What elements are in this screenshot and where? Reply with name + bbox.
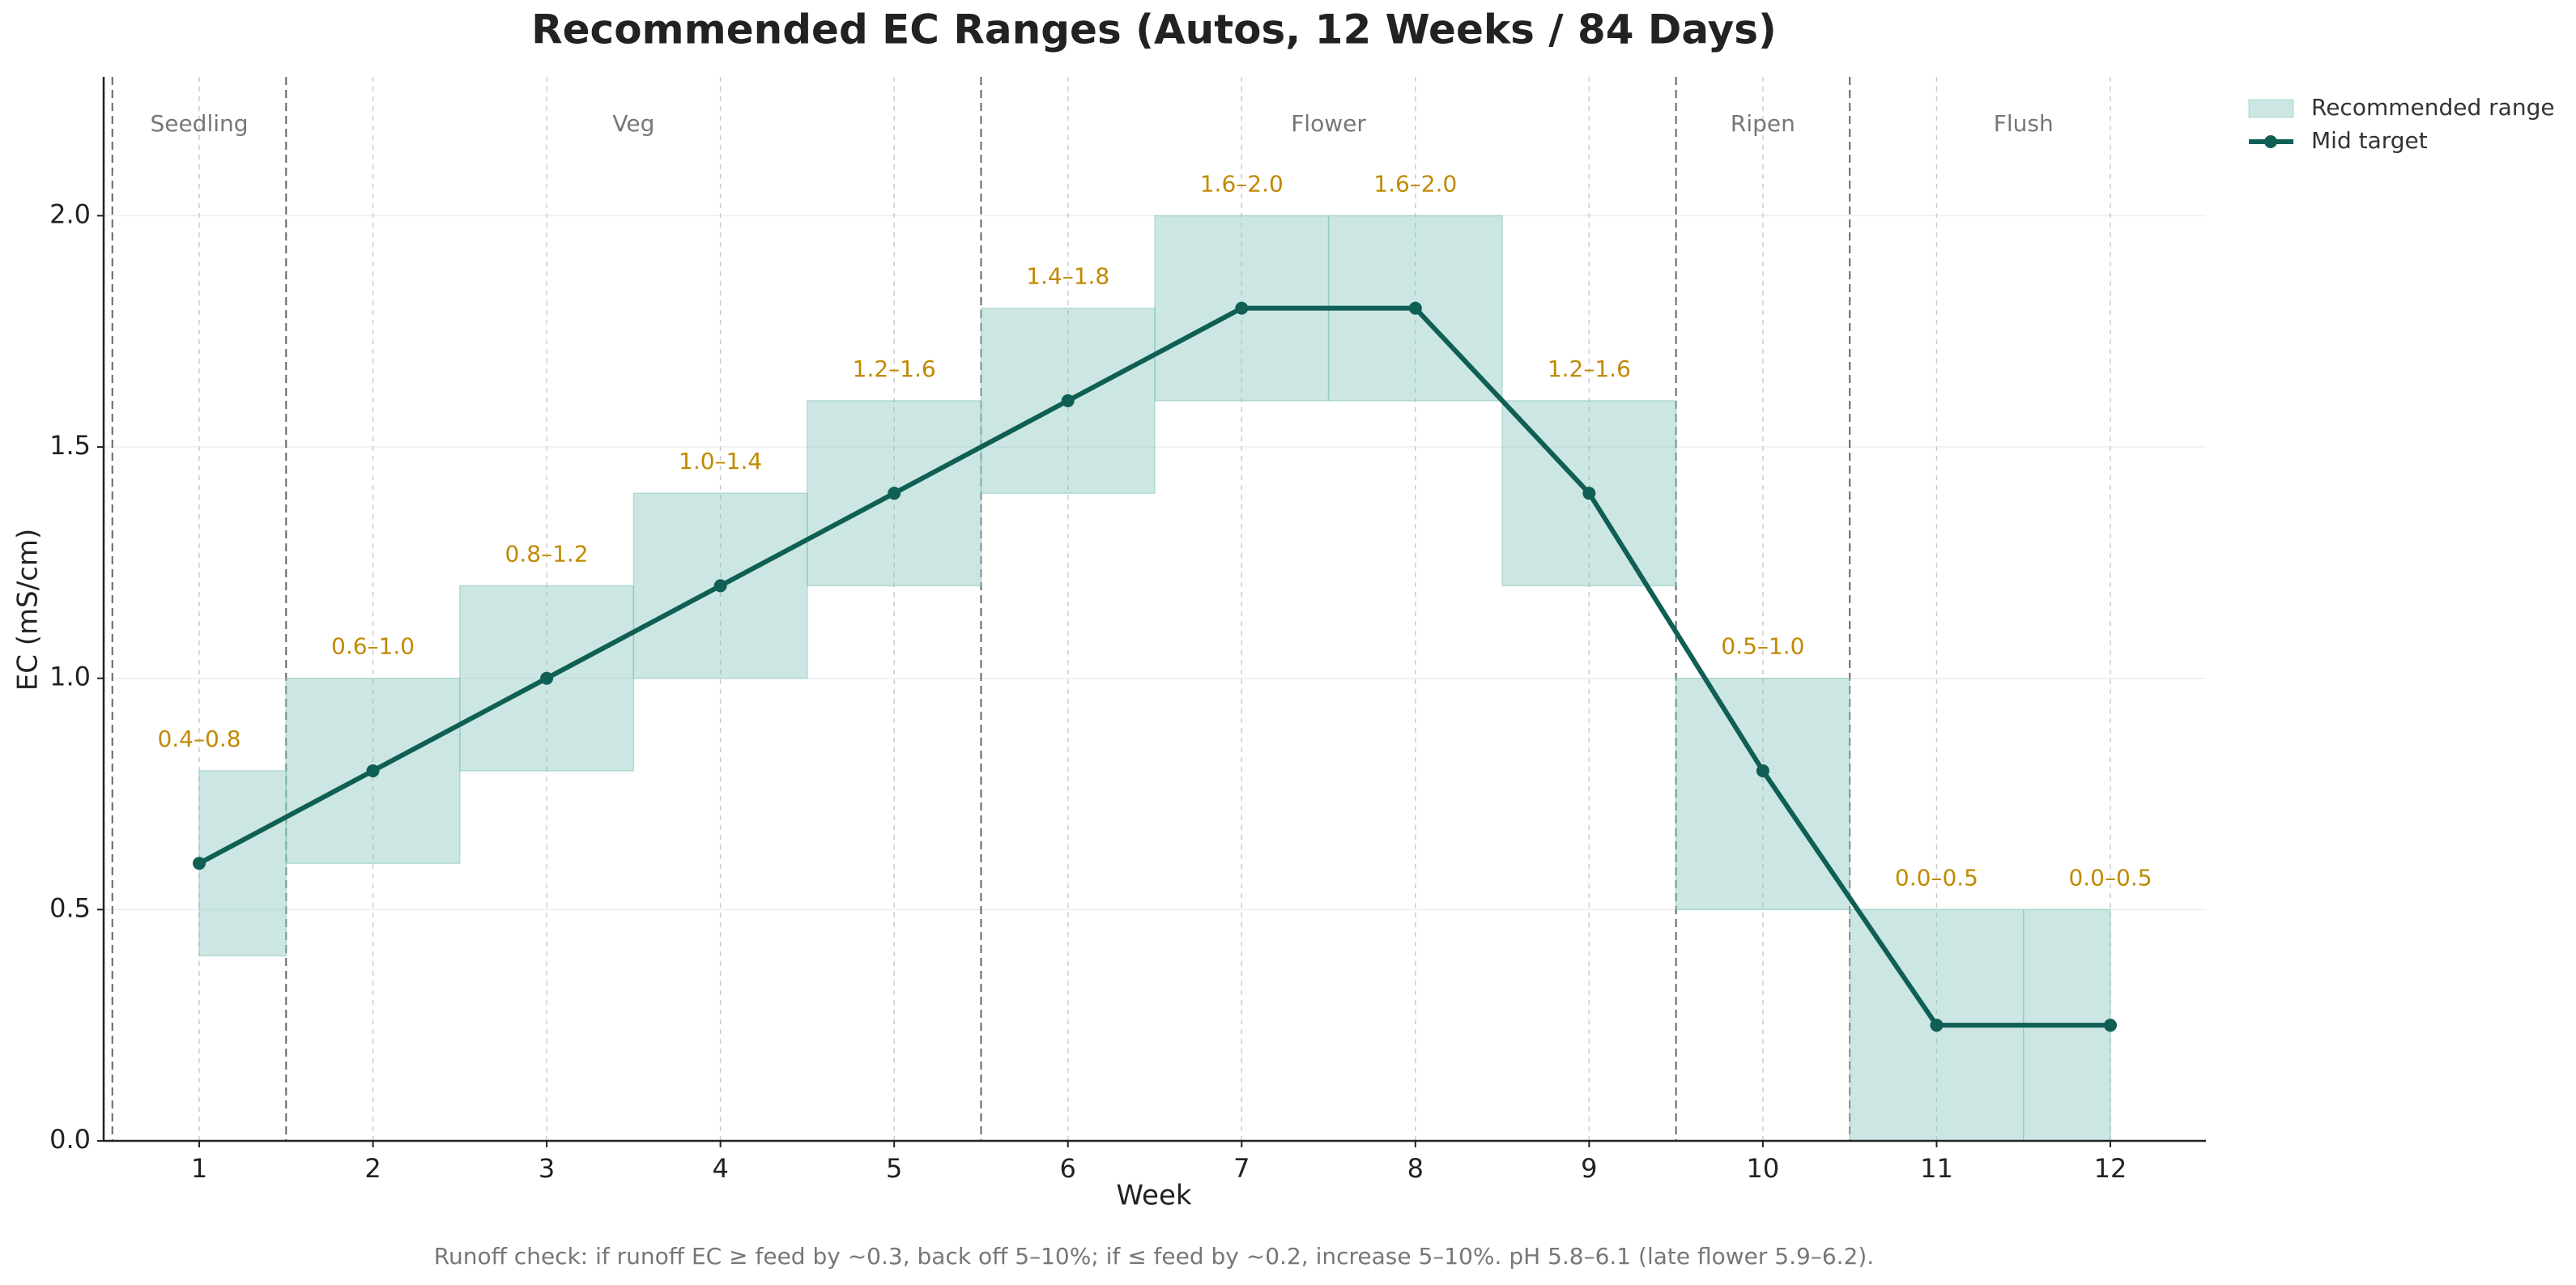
range-band — [198, 770, 287, 957]
x-tick-label: 8 — [1407, 1153, 1424, 1184]
y-tick-label: 1.0 — [49, 662, 91, 692]
mid-point — [888, 487, 901, 500]
x-tick-label: 10 — [1747, 1153, 1780, 1184]
range-label: 0.0–0.5 — [1895, 864, 1978, 891]
mid-point — [2104, 1019, 2117, 1032]
mid-point — [1408, 301, 1422, 315]
mid-point — [366, 764, 380, 777]
mid-point — [1235, 301, 1249, 315]
x-tick-label: 5 — [886, 1153, 902, 1184]
x-tick-label: 11 — [1920, 1153, 1953, 1184]
range-label: 1.4–1.8 — [1026, 263, 1109, 290]
y-tick-label: 1.5 — [49, 430, 91, 461]
chart-title: Recommended EC Ranges (Autos, 12 Weeks /… — [531, 6, 1777, 53]
legend-label: Recommended range — [2311, 94, 2555, 121]
mid-point — [713, 579, 727, 593]
range-label: 1.6–2.0 — [1373, 170, 1457, 197]
x-tick-label: 9 — [1581, 1153, 1597, 1184]
footnote: Runoff check: if runoff EC ≥ feed by ~0.… — [434, 1243, 1874, 1270]
x-tick-label: 4 — [712, 1153, 728, 1184]
x-tick-label: 7 — [1233, 1153, 1250, 1184]
range-label: 0.4–0.8 — [157, 725, 241, 752]
mid-point — [1930, 1019, 1944, 1032]
x-tick-label: 2 — [364, 1153, 381, 1184]
phase-label: Flush — [1994, 110, 2054, 137]
mid-point — [540, 671, 554, 685]
x-tick-label: 12 — [2094, 1153, 2127, 1184]
phase-label: Seedling — [150, 110, 248, 137]
mid-point — [1756, 764, 1769, 777]
range-label: 0.0–0.5 — [2068, 864, 2152, 891]
range-label: 1.2–1.6 — [1548, 355, 1631, 382]
range-label: 1.0–1.4 — [679, 448, 762, 474]
legend-label: Mid target — [2311, 127, 2428, 154]
x-axis-label: Week — [1116, 1180, 1191, 1212]
mid-line — [198, 305, 2110, 1028]
y-tick-label: 0.0 — [49, 1124, 91, 1155]
phase-label: Flower — [1291, 110, 1366, 137]
range-label: 0.8–1.2 — [505, 540, 589, 567]
y-axis-label: EC (mS/cm) — [12, 529, 45, 691]
mid-point — [193, 857, 206, 870]
mid-point — [1582, 487, 1596, 500]
legend-swatch — [2264, 135, 2277, 148]
range-label: 1.6–2.0 — [1200, 170, 1284, 197]
legend-swatch — [2248, 99, 2294, 118]
phase-label: Ripen — [1731, 110, 1795, 137]
range-label: 0.6–1.0 — [331, 633, 415, 660]
range-band — [1675, 677, 1850, 911]
y-tick-label: 2.0 — [49, 198, 91, 229]
x-tick-label: 3 — [539, 1153, 555, 1184]
x-tick-label: 6 — [1060, 1153, 1076, 1184]
phase-label: Veg — [612, 110, 654, 137]
y-tick-label: 0.5 — [49, 892, 91, 923]
range-label: 0.5–1.0 — [1721, 633, 1804, 660]
mid-point — [1061, 394, 1075, 407]
range-label: 1.2–1.6 — [853, 355, 936, 382]
x-tick-label: 1 — [191, 1153, 207, 1184]
